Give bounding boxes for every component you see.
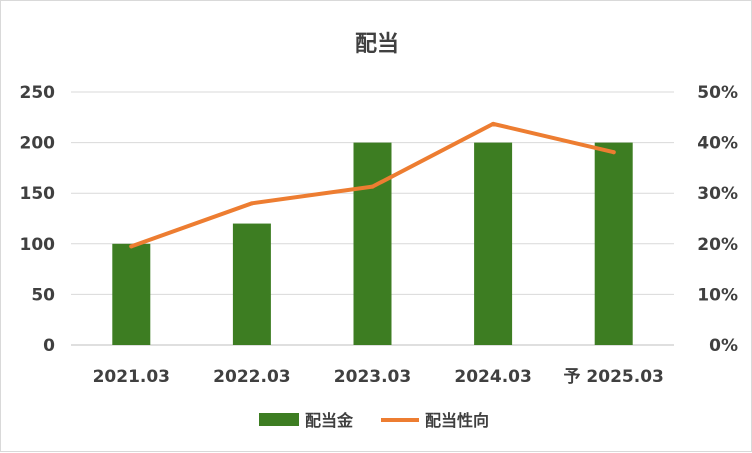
line-point — [491, 121, 496, 126]
line-point — [129, 244, 134, 249]
y-right-tick-label: 30% — [697, 184, 738, 204]
bar — [474, 142, 513, 345]
bar — [232, 223, 271, 345]
bar — [353, 142, 392, 345]
x-tick-label: 2023.03 — [334, 367, 411, 387]
legend: 配当金 配当性向 — [259, 411, 489, 430]
x-tick-label: 2021.03 — [93, 367, 170, 387]
y-left-tick-label: 200 — [20, 134, 56, 154]
y-right-tick-label: 40% — [697, 134, 738, 154]
bar — [112, 243, 151, 345]
bar — [594, 142, 633, 345]
line-point — [370, 184, 375, 189]
y-left-tick-label: 100 — [20, 235, 56, 255]
line-series — [129, 121, 616, 249]
legend-label-bar: 配当金 — [305, 411, 354, 430]
y-axis-left: 0 50 100 150 200 250 — [20, 83, 56, 356]
legend-label-line: 配当性向 — [425, 411, 489, 430]
chart-title: 配当 — [355, 32, 399, 57]
y-right-tick-label: 10% — [697, 285, 738, 305]
line-point — [611, 150, 616, 155]
y-right-tick-label: 50% — [697, 83, 738, 103]
y-left-tick-label: 0 — [43, 336, 55, 356]
y-right-tick-label: 20% — [697, 235, 738, 255]
y-left-tick-label: 250 — [20, 83, 56, 103]
y-left-tick-label: 150 — [20, 184, 56, 204]
x-axis: 2021.03 2022.03 2023.03 2024.03 予 2025.03 — [93, 367, 664, 387]
line-point — [249, 201, 254, 206]
y-right-tick-label: 0% — [709, 336, 738, 356]
x-tick-label: 2022.03 — [213, 367, 290, 387]
y-left-tick-label: 50 — [31, 285, 55, 305]
y-axis-right: 0% 10% 20% 30% 40% 50% — [697, 83, 738, 356]
x-tick-label: 2024.03 — [454, 367, 531, 387]
bar-series — [112, 142, 633, 345]
legend-swatch-bar — [259, 413, 299, 426]
x-tick-label: 予 2025.03 — [564, 367, 664, 387]
